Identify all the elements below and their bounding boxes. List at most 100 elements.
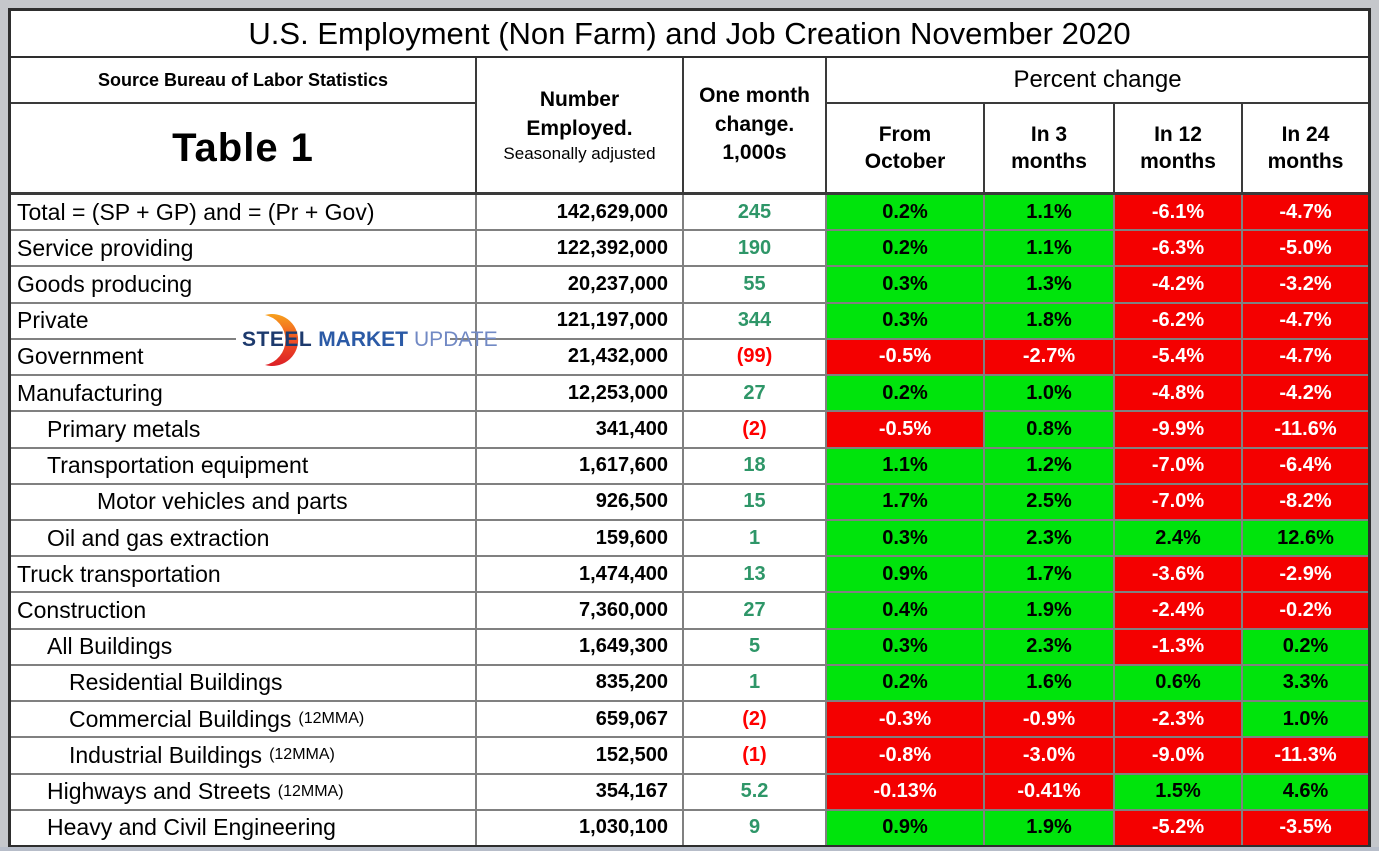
employed-value: 926,500 [477,484,684,519]
table-row: Highways and Streets (12MMA) 354,167 5.2 -0.… [11,774,1368,811]
logo-text: STEEL MARKET UPDATE [242,328,498,352]
percent-change-cell: -0.2% [1243,593,1368,628]
percent-change-cell: 0.3% [827,520,985,556]
percent-change-cell: 2.3% [985,629,1115,664]
row-label-cell: Motor vehicles and parts [11,484,477,519]
percent-change-cell: -1.3% [1115,629,1243,664]
percent-change-cell: -0.5% [827,412,985,447]
percent-change-cell: -7.0% [1115,484,1243,519]
employed-value: 12,253,000 [477,376,684,411]
one-month-change-value: (2) [684,412,827,447]
row-label-text: Service providing [17,234,194,261]
percent-change-cell: -9.0% [1115,738,1243,773]
percent-change-cell: -3.2% [1243,267,1368,302]
percent-change-cell: -0.8% [827,738,985,773]
employed-value: 1,649,300 [477,629,684,664]
percent-change-cell: 0.9% [827,810,985,845]
row-label-cell: Construction [11,593,477,628]
row-label-text: Highways and Streets [47,778,271,805]
employed-value: 159,600 [477,520,684,556]
employed-value: 21,432,000 [477,339,684,375]
percent-change-cell: 1.2% [985,448,1115,483]
percent-change-cell: -2.9% [1243,557,1368,592]
percent-change-cell: 0.9% [827,557,985,592]
percent-change-cell: -0.13% [827,774,985,809]
percent-change-cell: -6.4% [1243,448,1368,483]
row-label-text: Construction [17,597,147,624]
one-month-change-value: 5.2 [684,774,827,809]
percent-change-header-group: Percent change From October In 3 months … [827,58,1368,192]
row-label-cell: Residential Buildings [11,665,477,701]
table-row: Heavy and Civil Engineering 1,030,100 9 0.9… [11,810,1368,845]
column-header-in-3-months: In 3 months [985,104,1115,192]
row-label-text: Industrial Buildings [69,741,263,768]
employed-subtitle: Seasonally adjusted [503,143,656,163]
header-left-block: Source Bureau of Labor Statistics Table … [11,58,477,192]
row-label-cell: Private [11,303,477,338]
row-label-cell: Service providing [11,231,477,266]
percent-change-cell: -3.5% [1243,810,1368,845]
percent-change-cell: 2.3% [985,520,1115,556]
percent-change-title: Percent change [827,58,1368,104]
percent-change-cell: 1.0% [985,376,1115,411]
percent-change-cell: 3.3% [1243,665,1368,701]
percent-change-cell: 2.5% [985,484,1115,519]
percent-change-cell: -6.1% [1115,195,1243,230]
column-header-from-october: From October [827,104,985,192]
percent-change-cell: 0.4% [827,593,985,628]
table-row: Total = (SP + GP) and = (Pr + Gov) 142,62… [11,195,1368,232]
employed-value: 659,067 [477,702,684,737]
page-title: U.S. Employment (Non Farm) and Job Creat… [11,11,1368,58]
percent-change-cell: 1.6% [985,665,1115,701]
one-month-change-value: 5 [684,629,827,664]
logo-word-update: UPDATE [414,328,498,351]
percent-change-cell: -2.4% [1115,593,1243,628]
table-row: Commercial Buildings (12MMA) 659,067 (2) -0.… [11,702,1368,739]
one-month-change-value: 1 [684,665,827,701]
percent-change-cell: 0.2% [827,665,985,701]
table-row: Government 21,432,000 (99) -0.5% -2.7% -5.4% -… [11,339,1368,377]
percent-change-cell: -2.3% [1115,702,1243,737]
percent-change-cell: 1.1% [827,448,985,483]
table-row: Truck transportation 1,474,400 13 0.9% 1.7% -… [11,557,1368,594]
percent-change-cell: 4.6% [1243,774,1368,809]
row-label-text: Motor vehicles and parts [97,488,348,515]
row-label-cell: Truck transportation [11,557,477,592]
percent-change-cell: -8.2% [1243,484,1368,519]
row-label-text: All Buildings [47,633,173,660]
employed-title: Number Employed. [526,88,633,140]
employed-value: 122,392,000 [477,231,684,266]
percent-change-cell: 1.1% [985,195,1115,230]
percent-change-cell: 1.9% [985,810,1115,845]
percent-change-cell: -0.5% [827,339,985,375]
row-label-suffix: (12MMA) [269,746,335,764]
row-label-cell: Goods producing [11,267,477,302]
row-label-text: Primary metals [47,415,201,442]
percent-change-cell: -5.4% [1115,339,1243,375]
employed-value: 354,167 [477,774,684,809]
percent-change-cell: 1.8% [985,303,1115,338]
employed-value: 341,400 [477,412,684,447]
table-row: Transportation equipment 1,617,600 18 1.1% 1… [11,448,1368,485]
logo-crescent-icon [265,314,299,366]
percent-change-cell: -11.3% [1243,738,1368,773]
table-row: Motor vehicles and parts 926,500 15 1.7% 2.5… [11,484,1368,521]
row-label-text: Truck transportation [17,560,221,587]
percent-change-subheaders: From October In 3 months In 12 months In… [827,104,1368,192]
employed-value: 1,617,600 [477,448,684,483]
percent-change-cell: -6.2% [1115,303,1243,338]
source-label: Source Bureau of Labor Statistics [11,58,475,104]
one-month-change-value: 55 [684,267,827,302]
table-row: Private 121,197,000 344 0.3% 1.8% -6.2% -4.7% [11,303,1368,340]
employment-table: U.S. Employment (Non Farm) and Job Creat… [8,8,1371,848]
percent-change-cell: -0.3% [827,702,985,737]
row-label-cell: Oil and gas extraction [11,520,477,556]
percent-change-cell: 2.4% [1115,520,1243,556]
row-label-cell: Highways and Streets (12MMA) [11,774,477,809]
employed-value: 20,237,000 [477,267,684,302]
percent-change-cell: 1.0% [1243,702,1368,737]
percent-change-cell: -3.6% [1115,557,1243,592]
percent-change-cell: -3.0% [985,738,1115,773]
row-label-cell: Industrial Buildings (12MMA) [11,738,477,773]
